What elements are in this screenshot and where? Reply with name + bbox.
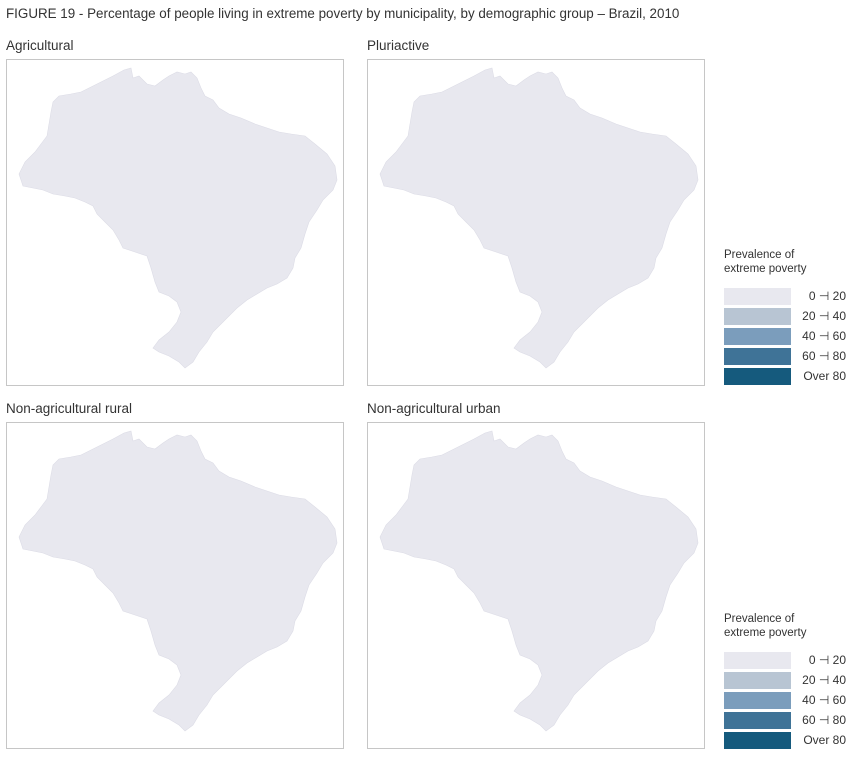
legend-rows: 0 ⊣ 20 20 ⊣ 40 40 ⊣ 60 60 ⊣ 80 Over 80 [724,288,848,388]
legend-label: 40 ⊣ 60 [802,329,846,343]
legend-title-line1: Prevalence of [724,249,795,261]
map-non-agricultural-urban [367,422,705,749]
brazil-outline [18,67,338,369]
legend-item: 20 ⊣ 40 [724,672,848,692]
legend-label: 0 ⊣ 20 [808,653,846,667]
map-pluriactive [367,59,705,386]
legend-swatch [724,652,791,669]
legend-swatch [724,348,791,365]
legend-label: 60 ⊣ 80 [802,349,846,363]
legend-top: Prevalence of extreme poverty 0 ⊣ 20 20 ⊣… [724,248,848,388]
legend-item: 40 ⊣ 60 [724,692,848,712]
legend-swatch [724,328,791,345]
panel-title-agricultural: Agricultural [6,38,74,53]
legend-swatch [724,692,791,709]
legend-item: 20 ⊣ 40 [724,308,848,328]
legend-label: 20 ⊣ 40 [802,673,846,687]
brazil-outline [18,430,338,732]
legend-label: Over 80 [803,733,846,747]
legend-swatch [724,368,791,385]
legend-rows: 0 ⊣ 20 20 ⊣ 40 40 ⊣ 60 60 ⊣ 80 Over 80 [724,652,848,752]
legend-item: 0 ⊣ 20 [724,652,848,672]
legend-title: Prevalence of extreme poverty [724,612,848,640]
legend-bottom: Prevalence of extreme poverty 0 ⊣ 20 20 ⊣… [724,612,848,752]
panel-title-pluriactive: Pluriactive [367,38,430,53]
legend-item: 60 ⊣ 80 [724,712,848,732]
legend-label: Over 80 [803,369,846,383]
legend-item: 60 ⊣ 80 [724,348,848,368]
legend-title-line2: extreme poverty [724,627,807,639]
map-non-agricultural-rural-svg [18,430,338,732]
legend-swatch [724,732,791,749]
legend-swatch [724,712,791,729]
legend-label: 20 ⊣ 40 [802,309,846,323]
brazil-outline [379,67,699,369]
legend-title-line2: extreme poverty [724,263,807,275]
legend-label: 40 ⊣ 60 [802,693,846,707]
panel-title-non-agricultural-urban: Non-agricultural urban [367,401,501,416]
legend-title-line1: Prevalence of [724,613,795,625]
legend-title: Prevalence of extreme poverty [724,248,848,276]
panel-title-non-agricultural-rural: Non-agricultural rural [6,401,133,416]
figure-title: FIGURE 19 - Percentage of people living … [6,6,680,21]
map-agricultural-svg [18,67,338,369]
map-agricultural [6,59,344,386]
legend-item: Over 80 [724,732,848,752]
legend-item: 40 ⊣ 60 [724,328,848,348]
legend-item: 0 ⊣ 20 [724,288,848,308]
legend-label: 0 ⊣ 20 [808,289,846,303]
legend-item: Over 80 [724,368,848,388]
legend-swatch [724,672,791,689]
legend-swatch [724,288,791,305]
brazil-outline [379,430,699,732]
map-non-agricultural-rural [6,422,344,749]
map-pluriactive-svg [379,67,699,369]
legend-swatch [724,308,791,325]
map-non-agricultural-urban-svg [379,430,699,732]
legend-label: 60 ⊣ 80 [802,713,846,727]
